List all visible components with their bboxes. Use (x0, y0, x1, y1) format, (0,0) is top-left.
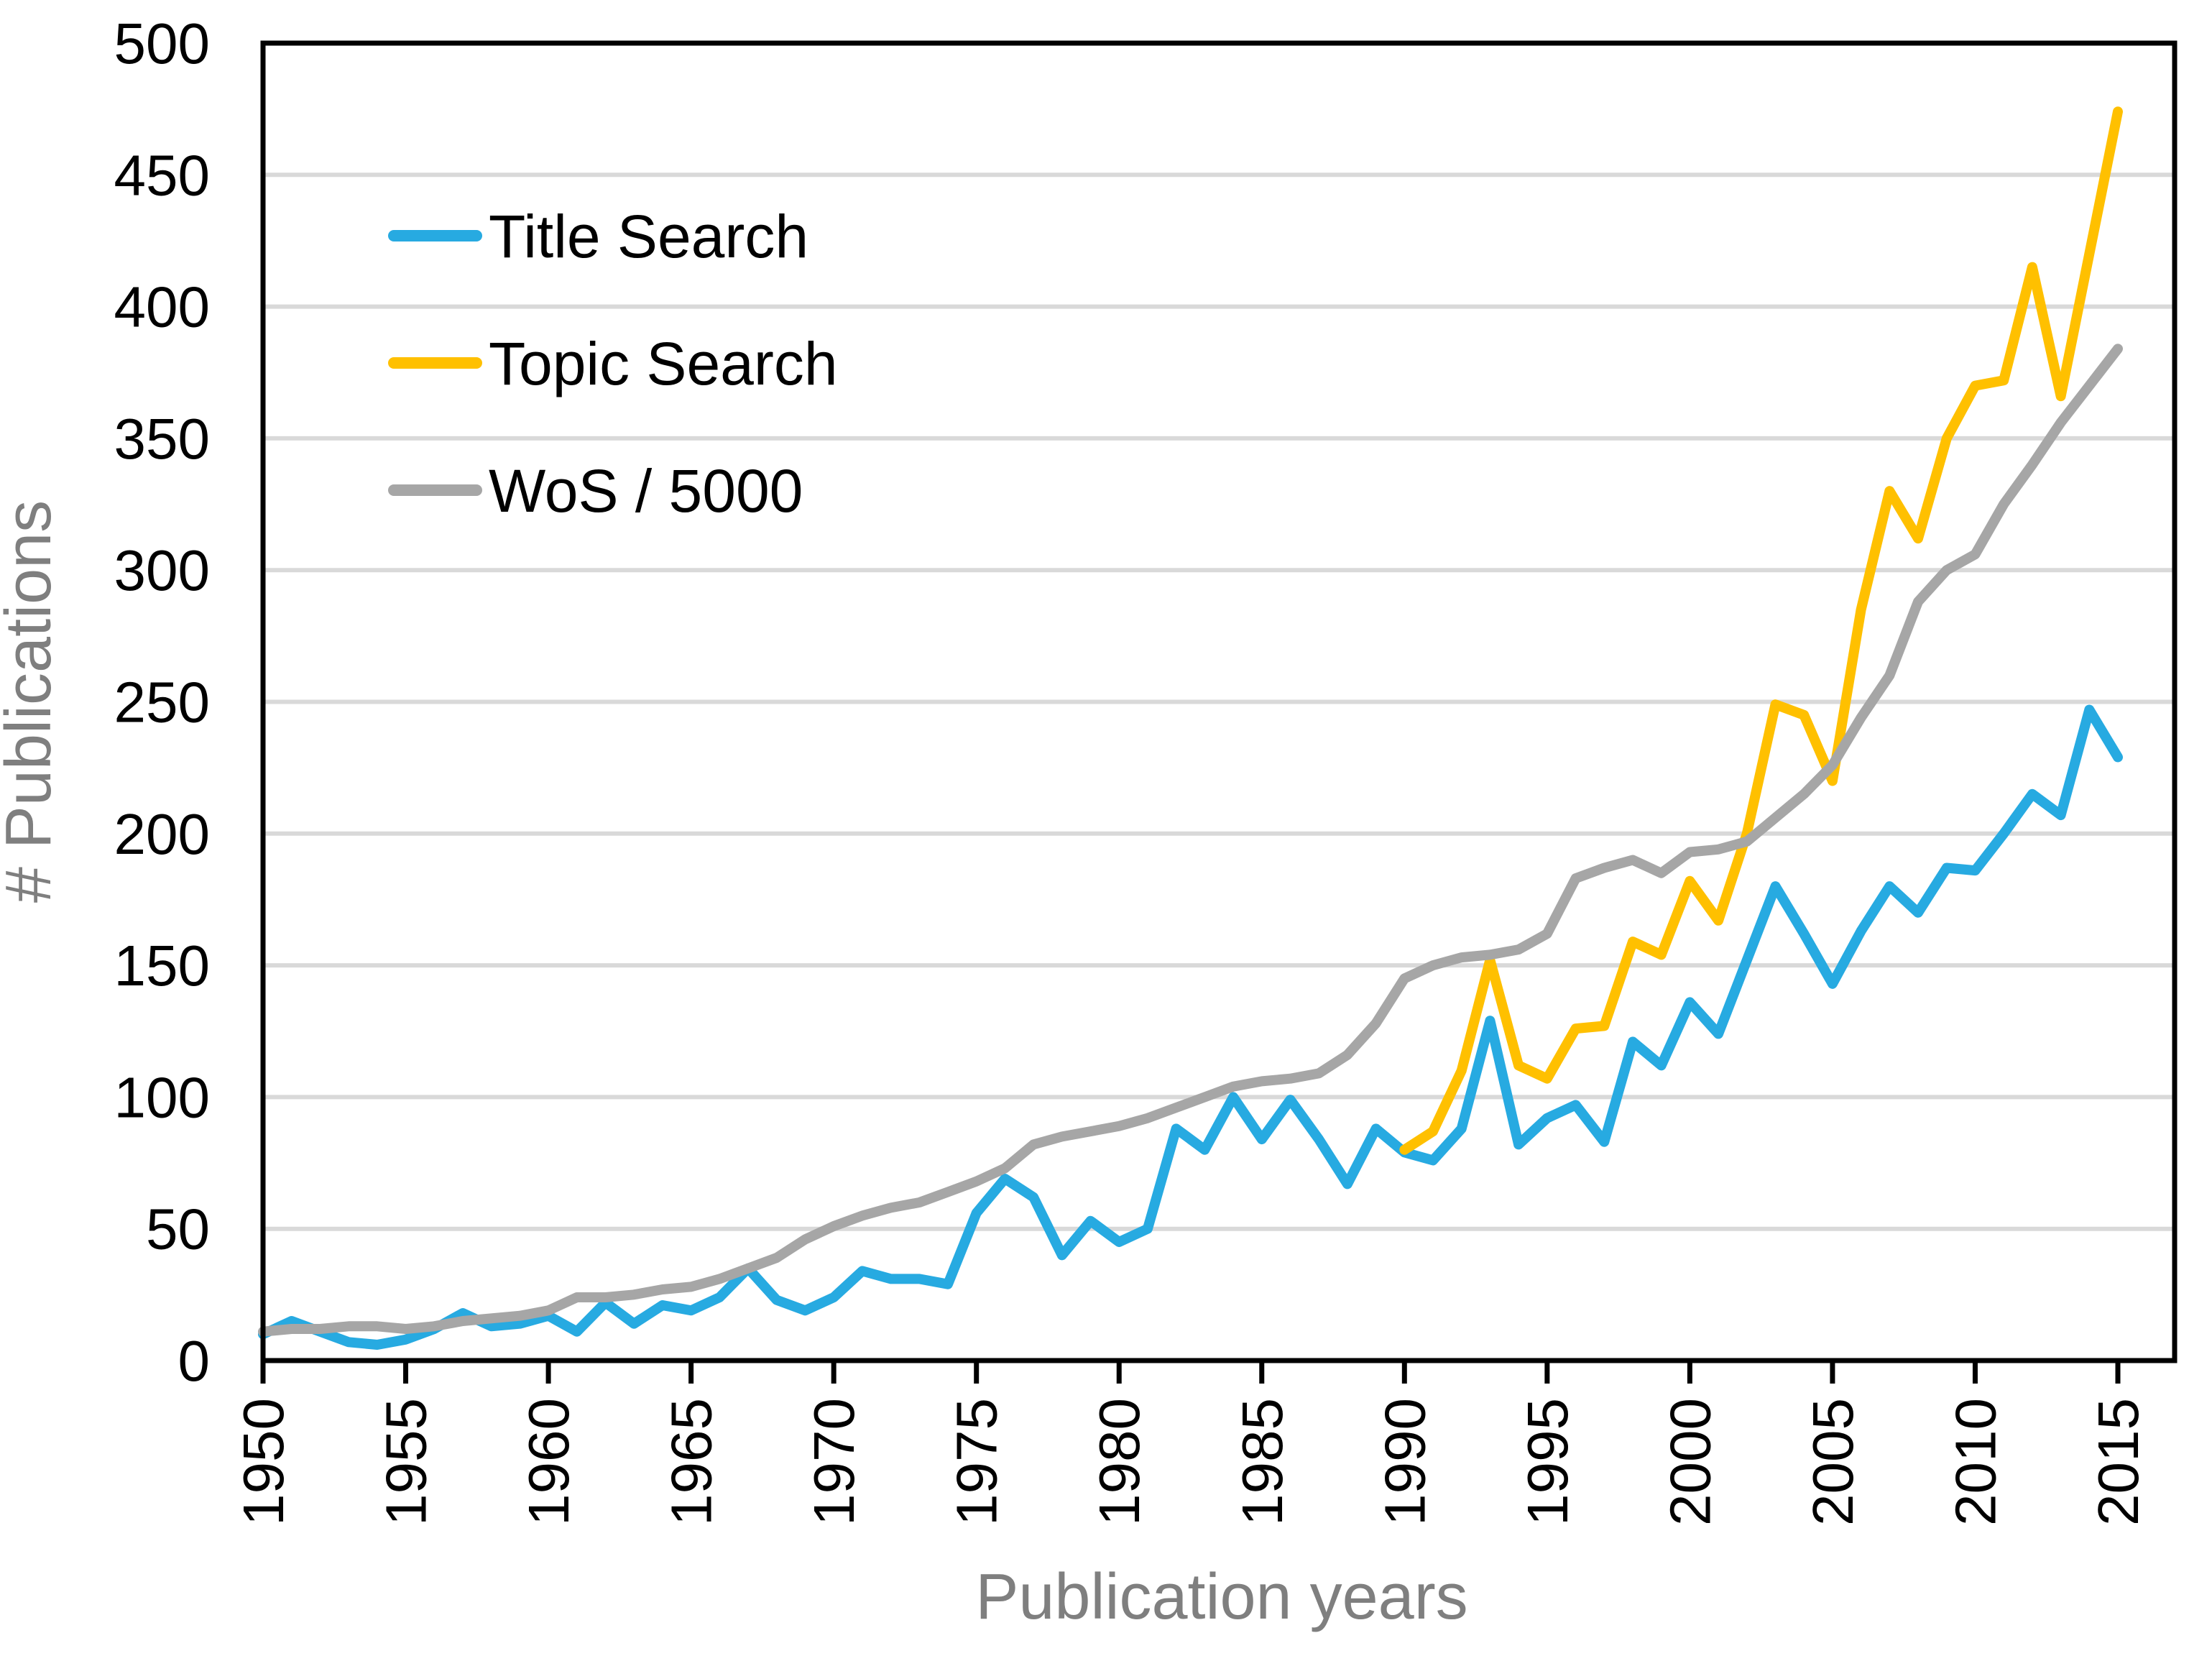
x-tick-label: 1970 (802, 1398, 866, 1526)
legend-item: Title Search (388, 203, 808, 270)
gridlines (263, 172, 2175, 1231)
plot-border (260, 40, 2178, 1363)
x-axis-title: Publication years (975, 1561, 1467, 1633)
series-line-title-search (258, 704, 2123, 1350)
y-tick-label: 50 (146, 1197, 210, 1261)
x-axis-ticks (260, 1361, 2121, 1384)
x-tick-label: 1985 (1230, 1398, 1294, 1526)
x-tick-label: 1990 (1373, 1398, 1437, 1526)
plot-border-box (260, 40, 2178, 1363)
legend-item: WoS / 5000 (388, 457, 803, 525)
series-line-wos-5000 (258, 344, 2123, 1337)
y-tick-label: 100 (114, 1065, 210, 1129)
y-tick-label: 500 (114, 11, 210, 75)
x-tick-label: 2005 (1801, 1398, 1865, 1526)
y-axis-title: # Publications (0, 500, 65, 903)
x-tick-label: 1950 (231, 1398, 295, 1526)
y-tick-label: 300 (114, 538, 210, 602)
legend: Title Search Topic Search WoS / 5000 (388, 203, 838, 525)
x-tick-label: 1960 (517, 1398, 581, 1526)
x-tick-label: 1965 (660, 1398, 724, 1526)
y-tick-label: 400 (114, 275, 210, 339)
series-line-topic-search (1399, 106, 2123, 1155)
x-tick-label: 1975 (945, 1398, 1009, 1526)
y-tick-label: 150 (114, 934, 210, 998)
y-tick-label: 450 (114, 143, 210, 207)
x-tick-label: 1955 (374, 1398, 438, 1526)
x-axis-tick-labels: 1950 1955 1960 1965 1970 1975 1980 1985 1990 1995… (231, 1398, 2150, 1526)
y-tick-label: 0 (178, 1329, 211, 1393)
legend-label: WoS / 5000 (489, 457, 803, 525)
series-lines (258, 106, 2123, 1350)
y-axis-tick-labels: 0 50 100 150 200 250 300 350 400 450 500 (114, 11, 210, 1393)
x-tick-label: 1980 (1087, 1398, 1151, 1526)
y-tick-label: 250 (114, 671, 210, 735)
x-tick-label: 2010 (1943, 1398, 2007, 1526)
x-tick-label: 2000 (1658, 1398, 1722, 1526)
y-tick-label: 200 (114, 802, 210, 866)
x-tick-label: 1995 (1516, 1398, 1580, 1526)
legend-label: Topic Search (489, 330, 838, 397)
legend-item: Topic Search (388, 330, 838, 397)
legend-label: Title Search (489, 203, 808, 270)
x-tick-label: 2015 (2086, 1398, 2150, 1526)
y-tick-label: 350 (114, 407, 210, 471)
